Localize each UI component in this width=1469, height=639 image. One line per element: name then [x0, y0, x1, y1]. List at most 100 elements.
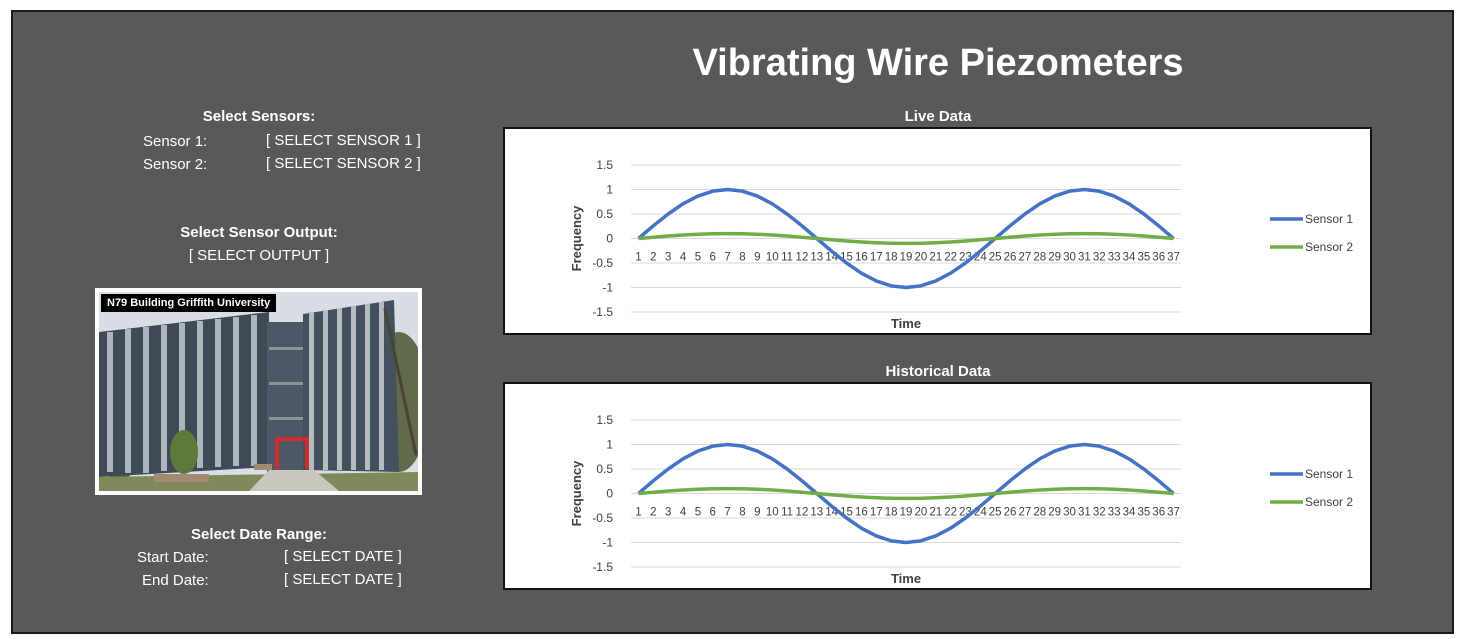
- y-tick-label: -1: [602, 536, 613, 550]
- y-tick-label: 0.5: [596, 207, 613, 221]
- legend-label-1: Sensor 1: [1305, 467, 1353, 481]
- sensor1-select[interactable]: [ SELECT SENSOR 1 ]: [266, 132, 421, 149]
- x-tick-label: 17: [870, 252, 883, 264]
- x-tick-label: 21: [929, 507, 942, 519]
- x-tick-label: 12: [796, 507, 809, 519]
- end-date-select[interactable]: [ SELECT DATE ]: [284, 571, 402, 588]
- y-tick-label: 1.5: [596, 413, 613, 427]
- sensor2-label: Sensor 2:: [143, 156, 208, 173]
- x-tick-label: 27: [1019, 507, 1032, 519]
- x-tick-label: 22: [944, 252, 957, 264]
- x-tick-label: 29: [1048, 507, 1061, 519]
- building-photo-image: N79 Building Griffith University: [99, 292, 418, 491]
- x-tick-label: 31: [1078, 507, 1091, 519]
- y-tick-label: -1: [602, 281, 613, 295]
- x-tick-label: 16: [855, 252, 868, 264]
- y-axis-title: Frequency: [569, 460, 584, 527]
- x-tick-label: 34: [1123, 252, 1136, 264]
- y-axis-title: Frequency: [569, 205, 584, 272]
- x-tick-label: 37: [1167, 252, 1180, 264]
- x-axis-title: Time: [891, 571, 921, 586]
- x-tick-label: 10: [766, 507, 779, 519]
- x-tick-label: 32: [1093, 252, 1106, 264]
- x-tick-label: 7: [724, 507, 730, 519]
- x-tick-label: 18: [885, 507, 898, 519]
- x-tick-label: 25: [989, 507, 1002, 519]
- sensor1-label: Sensor 1:: [143, 133, 208, 150]
- x-tick-label: 21: [929, 252, 942, 264]
- x-tick-label: 11: [781, 507, 793, 519]
- legend-label-2: Sensor 2: [1305, 240, 1353, 254]
- x-tick-label: 11: [781, 252, 793, 264]
- x-tick-label: 27: [1019, 252, 1032, 264]
- x-tick-label: 20: [914, 252, 927, 264]
- x-tick-label: 8: [739, 252, 745, 264]
- live-data-heading: Live Data: [904, 108, 972, 125]
- x-tick-label: 3: [665, 252, 671, 264]
- live-data-chart: 1.5 1 0.5 0 -0.5 -1 -1.5 1 2 3 4 5 6 7 8 9 10 11 12 13 14 15 1…: [503, 127, 1372, 335]
- x-tick-label: 34: [1123, 507, 1136, 519]
- x-tick-label: 8: [739, 507, 745, 519]
- x-tick-label: 26: [1004, 507, 1017, 519]
- historical-data-heading: Historical Data: [885, 363, 991, 380]
- x-tick-label: 26: [1004, 252, 1017, 264]
- historical-data-chart: 1.5 1 0.5 0 -0.5 -1 -1.5 1 2 3 4 5 6 7 8 9 10 11 12 13 14 15 1…: [503, 382, 1372, 590]
- x-tick-label: 32: [1093, 507, 1106, 519]
- photo-caption: N79 Building Griffith University: [101, 294, 277, 312]
- x-tick-label: 12: [796, 252, 809, 264]
- x-tick-label: 2: [650, 252, 656, 264]
- x-tick-label: 35: [1137, 507, 1150, 519]
- y-tick-label: 1: [606, 438, 613, 452]
- x-tick-label: 19: [900, 252, 913, 264]
- x-tick-label: 13: [810, 507, 823, 519]
- x-tick-label: 18: [885, 252, 898, 264]
- start-date-select[interactable]: [ SELECT DATE ]: [284, 548, 402, 565]
- y-tick-label: 1: [606, 183, 613, 197]
- x-tick-label: 30: [1063, 507, 1076, 519]
- select-output-heading: Select Sensor Output:: [180, 224, 338, 241]
- building-photo: N79 Building Griffith University: [95, 288, 422, 495]
- sensor2-select[interactable]: [ SELECT SENSOR 2 ]: [266, 155, 421, 172]
- x-tick-label: 4: [680, 252, 687, 264]
- x-tick-label: 28: [1033, 507, 1046, 519]
- x-tick-label: 10: [766, 252, 779, 264]
- x-tick-label: 29: [1048, 252, 1061, 264]
- x-tick-label: 5: [695, 252, 701, 264]
- x-tick-label: 20: [914, 507, 927, 519]
- page-title: Vibrating Wire Piezometers: [692, 42, 1184, 84]
- historical-data-chart-svg: 1.510.50-0.5-1-1.51 2 3 4 5 6 7 8 9 10 11 12 13 14 15 1…: [569, 413, 1353, 586]
- x-tick-label: 13: [810, 252, 823, 264]
- x-tick-label: 33: [1108, 252, 1121, 264]
- output-select[interactable]: [ SELECT OUTPUT ]: [188, 247, 330, 264]
- live-data-chart-svg: 1.510.50-0.5-1-1.51 2 3 4 5 6 7 8 9 10 11 12 13 14 15 1…: [569, 158, 1353, 331]
- select-date-range-heading: Select Date Range:: [191, 526, 327, 543]
- y-tick-label: -0.5: [592, 256, 613, 270]
- x-tick-label: 9: [754, 507, 760, 519]
- y-tick-label: 0.5: [596, 462, 613, 476]
- y-tick-label: -1.5: [592, 305, 613, 319]
- x-tick-label: 7: [724, 252, 730, 264]
- x-tick-label: 33: [1108, 507, 1121, 519]
- start-date-label: Start Date:: [137, 549, 209, 566]
- y-tick-label: -1.5: [592, 560, 613, 574]
- y-tick-label: 0: [606, 232, 613, 246]
- x-axis-title: Time: [891, 316, 921, 331]
- x-tick-label: 25: [989, 252, 1002, 264]
- legend-label-2: Sensor 2: [1305, 495, 1353, 509]
- y-tick-label: 0: [606, 487, 613, 501]
- x-tick-label: 3: [665, 507, 671, 519]
- x-tick-label: 31: [1078, 252, 1091, 264]
- legend-label-1: Sensor 1: [1305, 212, 1353, 226]
- x-tick-label: 30: [1063, 252, 1076, 264]
- y-tick-label: 1.5: [596, 158, 613, 172]
- x-tick-label: 9: [754, 252, 760, 264]
- x-tick-label: 35: [1137, 252, 1150, 264]
- x-tick-label: 17: [870, 507, 883, 519]
- select-sensors-heading: Select Sensors:: [202, 108, 316, 125]
- x-tick-label: 16: [855, 507, 868, 519]
- end-date-label: End Date:: [142, 572, 209, 589]
- x-tick-label: 19: [900, 507, 913, 519]
- y-tick-label: -0.5: [592, 511, 613, 525]
- x-tick-label: 1: [635, 252, 641, 264]
- x-tick-label: 5: [695, 507, 701, 519]
